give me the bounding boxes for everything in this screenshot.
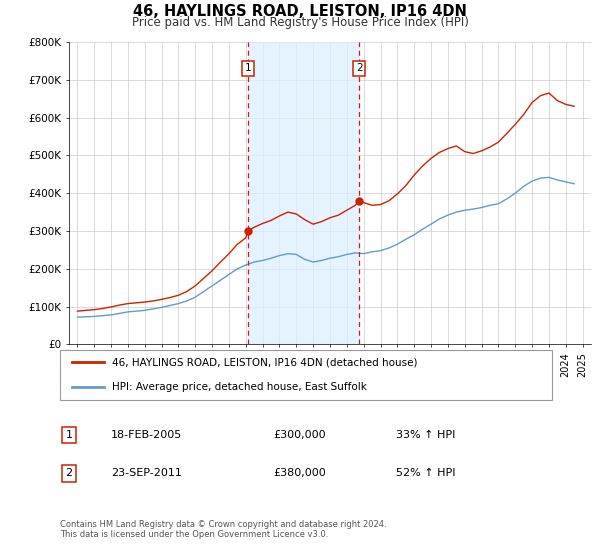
Text: HPI: Average price, detached house, East Suffolk: HPI: Average price, detached house, East… [112, 382, 367, 393]
Text: 2: 2 [65, 468, 73, 478]
Text: Price paid vs. HM Land Registry's House Price Index (HPI): Price paid vs. HM Land Registry's House … [131, 16, 469, 29]
Text: 23-SEP-2011: 23-SEP-2011 [111, 468, 182, 478]
Text: 1: 1 [245, 63, 251, 73]
Text: 33% ↑ HPI: 33% ↑ HPI [396, 430, 455, 440]
Text: Contains HM Land Registry data © Crown copyright and database right 2024.: Contains HM Land Registry data © Crown c… [60, 520, 386, 529]
Text: £300,000: £300,000 [273, 430, 326, 440]
FancyBboxPatch shape [60, 350, 552, 400]
Text: 46, HAYLINGS ROAD, LEISTON, IP16 4DN (detached house): 46, HAYLINGS ROAD, LEISTON, IP16 4DN (de… [112, 357, 417, 367]
Bar [248, 42, 359, 344]
Text: This data is licensed under the Open Government Licence v3.0.: This data is licensed under the Open Gov… [60, 530, 328, 539]
Text: 2: 2 [356, 63, 362, 73]
Text: 52% ↑ HPI: 52% ↑ HPI [396, 468, 455, 478]
Text: 18-FEB-2005: 18-FEB-2005 [111, 430, 182, 440]
Text: 1: 1 [65, 430, 73, 440]
Text: £380,000: £380,000 [273, 468, 326, 478]
Text: 46, HAYLINGS ROAD, LEISTON, IP16 4DN: 46, HAYLINGS ROAD, LEISTON, IP16 4DN [133, 4, 467, 19]
